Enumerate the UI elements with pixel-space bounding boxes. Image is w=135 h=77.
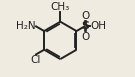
Text: H₂N: H₂N: [16, 21, 35, 31]
Text: OH: OH: [91, 21, 107, 31]
Text: Cl: Cl: [31, 55, 41, 65]
Text: O: O: [82, 32, 90, 42]
Text: S: S: [82, 21, 90, 31]
Text: O: O: [82, 11, 90, 21]
Text: CH₃: CH₃: [51, 2, 70, 12]
